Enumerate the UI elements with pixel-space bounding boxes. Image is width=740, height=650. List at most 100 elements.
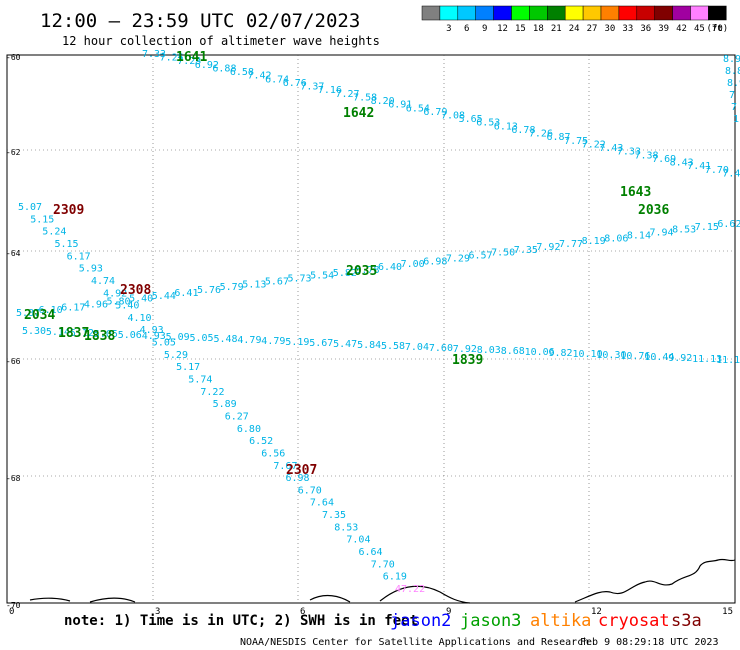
- time-tick-label: 6: [300, 607, 305, 617]
- legend-swatch: [618, 5, 638, 21]
- satellite-name: jason3: [460, 611, 521, 631]
- grid-lines: [7, 55, 735, 603]
- track-id-label: 1643: [620, 185, 651, 200]
- swh-value: 4.93: [142, 331, 166, 342]
- swh-value: 8.53: [334, 522, 358, 533]
- swh-value: 5.13: [242, 279, 266, 290]
- swh-value: 7.33: [617, 147, 641, 158]
- swh-value: 6.40: [378, 262, 402, 273]
- swh-value: 7.26: [529, 129, 553, 140]
- swh-value: 7.22: [200, 387, 224, 398]
- swh-value: 5.79: [220, 282, 244, 293]
- legend-label: 42: [676, 24, 687, 34]
- swh-value: 5.30: [22, 326, 46, 337]
- swh-value: 6.70: [298, 485, 322, 496]
- swh-value: 6.58: [230, 67, 254, 78]
- legend-label: 39: [658, 24, 669, 34]
- legend-swatch: [457, 5, 476, 21]
- swh-value: 8.68: [501, 346, 525, 357]
- satellite-name: s3a: [671, 611, 702, 631]
- legend-swatch: [547, 5, 566, 21]
- time-tick-label: 15: [722, 607, 733, 617]
- swh-value: 5.47: [333, 339, 357, 350]
- swh-value: 7.92: [453, 344, 477, 355]
- swh-value: 5.89: [213, 399, 237, 410]
- footer-timestamp: Feb 9 08:29:18 UTC 2023: [580, 637, 718, 648]
- swh-value: 6.74: [265, 74, 289, 85]
- swh-value: 5.15: [55, 239, 79, 250]
- swh-value: 5.93: [79, 264, 103, 275]
- swh-value: 7.69: [652, 154, 676, 165]
- legend-swatch: [511, 5, 530, 21]
- swh-value: 10.30: [596, 350, 626, 361]
- track-id-label: 2307: [286, 463, 317, 478]
- swh-value: 5.74: [188, 375, 212, 386]
- time-tick-label: 9: [446, 607, 451, 617]
- legend-label: 12: [497, 24, 508, 34]
- swh-value: 47.22: [395, 584, 425, 595]
- map-subtitle: 12 hour collection of altimeter wave hei…: [62, 34, 380, 48]
- swh-value: 7.41: [722, 168, 740, 179]
- swh-value: 7.50: [491, 248, 515, 259]
- legend-unit: (ft): [707, 24, 729, 34]
- swh-value: 6.98: [423, 256, 447, 267]
- swh-value: 7.04: [405, 342, 429, 353]
- lat-tick-label: -68: [6, 474, 21, 483]
- axis-labels: -60 -62 -64 -66 -68 -700 3 6 9 12 15: [6, 53, 733, 617]
- swh-value: 5.14: [46, 327, 70, 338]
- legend-swatch: [654, 5, 673, 21]
- swh-value: 7.29: [446, 253, 470, 264]
- track-id-label: 1839: [452, 353, 483, 368]
- swh-value: 10.76: [620, 351, 650, 362]
- swh-value: 5.29: [164, 350, 188, 361]
- swh-value: 5.84: [357, 340, 381, 351]
- swh-value: 7.35: [514, 245, 538, 256]
- swh-value: 5.80: [107, 297, 131, 308]
- swh-value: 6.87: [547, 132, 571, 143]
- legend-label: 3: [446, 24, 451, 34]
- swh-value: 7.94: [650, 228, 674, 239]
- satellite-legend: jason2 jason3 altika cryosat s3a: [390, 611, 702, 631]
- track-id-label: 1838: [84, 329, 115, 344]
- track-id-label: 2035: [346, 264, 377, 279]
- plot-area: -60 -62 -64 -66 -68 -700 3 6 9 12 15: [6, 53, 736, 617]
- swh-value: 6.92: [195, 60, 219, 71]
- lat-tick-label: -62: [6, 148, 21, 157]
- swh-value: 5.12: [70, 328, 94, 339]
- swh-value: 11.18: [716, 355, 740, 366]
- track-id-label: 1642: [343, 106, 374, 121]
- satellite-name: jason2: [390, 611, 451, 631]
- track-id-label: 2309: [53, 203, 84, 218]
- legend-swatch: [475, 5, 494, 21]
- swh-value: 7.04: [346, 535, 370, 546]
- swh-value: 7.38: [635, 150, 659, 161]
- swh-value: 7.58: [353, 92, 377, 103]
- swh-value: 4.79: [237, 335, 261, 346]
- swh-value: 7.64: [310, 498, 334, 509]
- swh-value: 5.78: [355, 265, 379, 276]
- time-tick-label: 0: [9, 607, 14, 617]
- swh-value: 5.48: [214, 334, 238, 345]
- legend-swatch: [690, 5, 709, 21]
- swh-value: 5.58: [381, 341, 405, 352]
- swh-color-legend: 3 6 9 12 15 18 21 24 27 30 33 36 39 42 45 70(ft): [421, 5, 729, 34]
- legend-label: 21: [551, 24, 562, 34]
- legend-label: 6: [464, 24, 469, 34]
- swh-value: 7.75: [564, 136, 588, 147]
- time-tick-label: 3: [155, 607, 160, 617]
- swh-value: 10.06: [525, 347, 555, 358]
- swh-value: 5.65: [459, 114, 483, 125]
- swh-value: 6.52: [249, 436, 273, 447]
- legend-swatch: [582, 5, 602, 21]
- swh-value: 6.62: [717, 219, 740, 230]
- satellite-name: altika: [530, 611, 591, 631]
- swh-value: 6.78: [511, 125, 535, 136]
- swh-value: 5.73: [288, 274, 312, 285]
- legend-label: 30: [605, 24, 616, 34]
- swh-value: 7.43: [599, 143, 623, 154]
- track-id-label: 1641: [176, 50, 207, 65]
- swh-value: 7: [729, 90, 735, 101]
- swh-value: 4.10: [128, 313, 152, 324]
- footer-credit: NOAA/NESDIS Center for Satellite Applica…: [240, 637, 589, 648]
